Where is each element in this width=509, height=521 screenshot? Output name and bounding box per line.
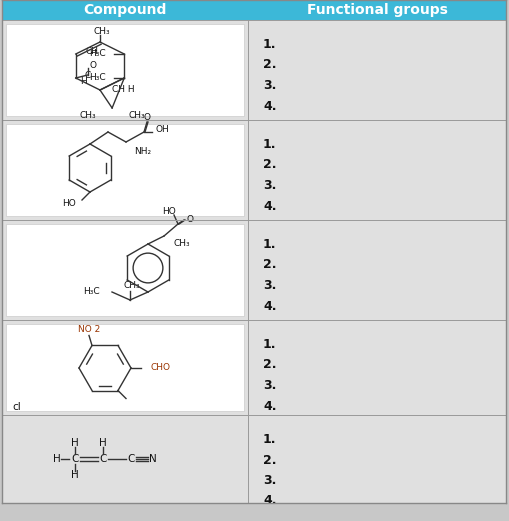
Text: H: H (71, 470, 79, 480)
Text: Compound: Compound (83, 3, 166, 17)
Text: CH₃: CH₃ (128, 111, 145, 120)
Text: OH: OH (156, 126, 169, 134)
Bar (2, 320, 506, 415)
Bar (2, 220, 506, 320)
Text: H₃C: H₃C (83, 288, 100, 296)
Bar (2, 120, 506, 220)
Text: 1.
2.
3.
4.: 1. 2. 3. 4. (263, 138, 276, 213)
Text: 1.
2.
3.
4.: 1. 2. 3. 4. (263, 433, 276, 507)
Text: CH₃: CH₃ (79, 111, 96, 120)
Bar (2, 20, 506, 120)
Text: O: O (144, 114, 151, 122)
Text: 1.
2.
3.
4.: 1. 2. 3. 4. (263, 238, 276, 313)
Text: HO: HO (162, 207, 176, 217)
Text: H: H (53, 454, 61, 464)
Text: CH₃: CH₃ (174, 240, 191, 249)
Text: Functional groups: Functional groups (306, 3, 447, 17)
Text: CH₃: CH₃ (124, 281, 140, 291)
Text: CH₃: CH₃ (94, 28, 110, 36)
Bar (2, 0, 506, 20)
Text: C: C (71, 454, 79, 464)
Text: O: O (187, 215, 194, 224)
Text: N: N (149, 454, 157, 464)
Bar (6, 24, 244, 116)
Text: 1.
2.
3.
4.: 1. 2. 3. 4. (263, 38, 276, 113)
Text: CH: CH (86, 47, 99, 56)
Text: 1.
2.
3.
4.: 1. 2. 3. 4. (263, 338, 276, 413)
Text: H: H (71, 438, 79, 448)
Text: HO: HO (62, 200, 76, 208)
Text: H₃C: H₃C (90, 49, 106, 58)
Text: NH₂: NH₂ (134, 147, 151, 156)
Text: C: C (127, 454, 135, 464)
Text: C: C (99, 454, 107, 464)
Text: CHO: CHO (151, 364, 171, 373)
Text: CH H: CH H (112, 85, 134, 94)
Text: H₃C: H₃C (90, 73, 106, 82)
Bar (2, 415, 506, 503)
Text: cl: cl (12, 402, 21, 412)
Bar (6, 124, 244, 216)
Text: NO 2: NO 2 (78, 325, 100, 334)
Text: C: C (84, 71, 91, 81)
Text: H: H (80, 78, 87, 86)
Bar (6, 324, 244, 411)
Bar (6, 224, 244, 316)
Text: O: O (90, 61, 97, 70)
Text: H: H (99, 438, 107, 448)
